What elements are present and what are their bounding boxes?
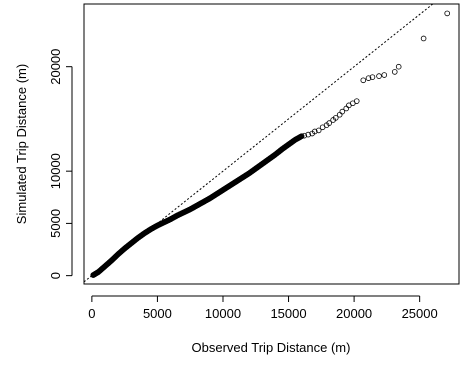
data-point (326, 120, 332, 126)
x-tick-label: 25000 (402, 306, 438, 321)
data-point (395, 63, 402, 70)
y-tick-label: 0 (48, 272, 63, 279)
x-tick-label: 0 (88, 306, 95, 321)
x-tick-label: 10000 (205, 306, 241, 321)
data-point (444, 10, 451, 17)
x-tick-label: 5000 (143, 306, 172, 321)
data-point (360, 77, 367, 84)
data-point (376, 73, 382, 79)
x-tick-label: 20000 (336, 306, 372, 321)
data-point (305, 131, 312, 138)
y-tick-label: 5000 (48, 209, 63, 238)
data-point (381, 72, 388, 78)
data-point (301, 132, 308, 139)
data-point (336, 111, 343, 118)
data-point (343, 105, 350, 112)
x-axis: 0 5000 10000 15000 20000 25000 (88, 295, 438, 321)
x-tick-label: 15000 (270, 306, 306, 321)
data-point (391, 69, 398, 75)
data-point (332, 115, 339, 121)
x-axis-label: Observed Trip Distance (m) (192, 340, 351, 355)
y-axis: 0 5000 10000 20000 (48, 49, 73, 279)
y-tick-label: 20000 (48, 49, 63, 85)
data-point (369, 74, 376, 80)
y-tick-label: 10000 (48, 153, 63, 189)
data-point (339, 108, 346, 115)
data-point (315, 127, 322, 134)
plot-frame (83, 3, 460, 285)
data-point (420, 35, 427, 42)
data-point (353, 98, 360, 104)
data-points (90, 10, 451, 278)
data-point (311, 128, 318, 135)
y-axis-label: Simulated Trip Distance (m) (14, 64, 29, 224)
data-point (298, 133, 305, 139)
data-point (365, 75, 372, 81)
